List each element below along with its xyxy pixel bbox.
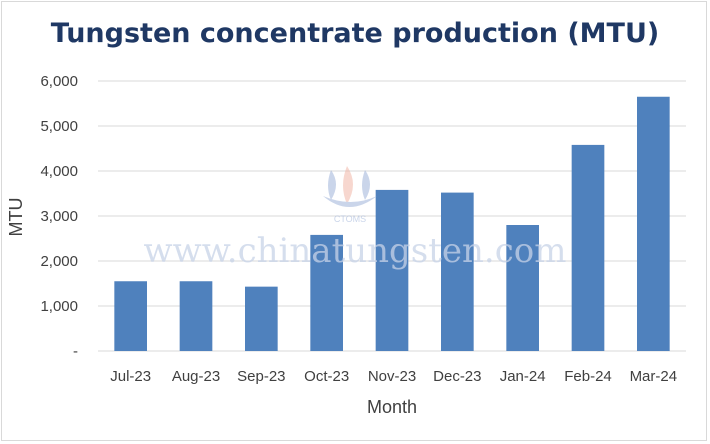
x-tick-label: Aug-23 — [172, 368, 220, 385]
y-tick-label: 5,000 — [40, 118, 78, 135]
y-tick-label: 3,000 — [40, 208, 78, 225]
y-tick-label: 6,000 — [40, 73, 78, 90]
bar-feb-24 — [571, 144, 605, 351]
y-tick-label: 1,000 — [40, 298, 78, 315]
x-tick-label: Jan-24 — [500, 368, 546, 385]
watermark-logo-text: CTOMS — [334, 214, 366, 224]
bar-mar-24 — [637, 96, 670, 351]
watermark-text: www.chinatungsten.com — [144, 231, 567, 271]
bar-dec-23 — [441, 192, 474, 351]
bar-aug-23 — [179, 281, 213, 351]
watermark-logo-icon: CTOMS — [323, 166, 377, 224]
x-tick-labels: Jul-23 Aug-23 Sep-23 Oct-23 Nov-23 Dec-23 Jan-… — [110, 368, 677, 385]
bar-sep-23 — [245, 286, 278, 351]
bar-nov-23 — [375, 189, 409, 351]
bars — [114, 96, 670, 351]
x-tick-label: Jul-23 — [110, 368, 151, 385]
watermark: CTOMS www.chinatungsten.com — [144, 166, 567, 271]
x-tick-label: Dec-23 — [433, 368, 481, 385]
x-tick-label: Nov-23 — [368, 368, 416, 385]
x-tick-label: Feb-24 — [564, 368, 612, 385]
y-tick-label: 2,000 — [40, 253, 78, 270]
x-axis-label: Month — [367, 397, 417, 417]
y-tick-label: 4,000 — [40, 163, 78, 180]
x-tick-label: Sep-23 — [237, 368, 285, 385]
x-tick-label: Oct-23 — [304, 368, 349, 385]
y-tick-label: - — [73, 343, 78, 360]
chart-title: Tungsten concentrate production (MTU) — [50, 18, 660, 49]
bar-jan-24 — [506, 225, 539, 351]
bar-jul-23 — [114, 281, 147, 351]
bar-oct-23 — [310, 234, 343, 351]
y-axis-label: MTU — [6, 198, 26, 237]
x-tick-label: Mar-24 — [630, 368, 678, 385]
y-tick-labels: - 1,000 2,000 3,000 4,000 5,000 6,000 — [40, 73, 78, 360]
